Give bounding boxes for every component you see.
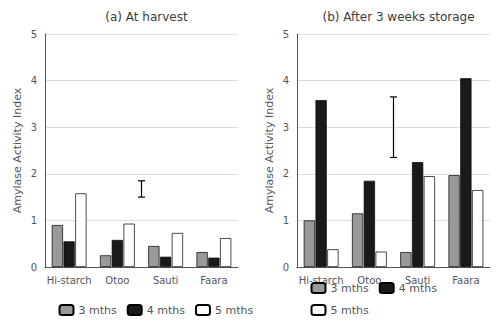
svg-text:0: 0	[31, 262, 37, 273]
svg-text:5: 5	[283, 29, 289, 40]
svg-text:1: 1	[283, 215, 289, 226]
svg-text:Amylase Activity Index: Amylase Activity Index	[11, 87, 24, 213]
svg-text:Hi-starch: Hi-starch	[47, 275, 92, 286]
svg-text:4 mths: 4 mths	[147, 304, 185, 317]
svg-text:Faara: Faara	[452, 275, 479, 286]
svg-text:3: 3	[31, 122, 37, 133]
svg-text:(b) After 3 weeks storage: (b) After 3 weeks storage	[322, 10, 474, 24]
svg-text:2: 2	[31, 168, 37, 179]
svg-text:Faara: Faara	[200, 275, 227, 286]
svg-text:Amylase Activity Index: Amylase Activity Index	[263, 87, 276, 213]
svg-text:4 mths: 4 mths	[399, 282, 437, 295]
svg-text:3: 3	[283, 122, 289, 133]
svg-text:Sauti: Sauti	[404, 274, 431, 286]
svg-text:Otoo: Otoo	[357, 274, 382, 286]
svg-text:Hi-starch: Hi-starch	[298, 274, 344, 286]
svg-text:5 mths: 5 mths	[331, 304, 369, 317]
svg-text:Sauti: Sauti	[153, 275, 179, 286]
svg-text:1: 1	[31, 215, 37, 226]
svg-text:3 mths: 3 mths	[79, 304, 117, 317]
svg-text:5 mths: 5 mths	[215, 304, 253, 317]
svg-text:2: 2	[283, 168, 289, 179]
svg-text:0: 0	[283, 262, 289, 273]
svg-text:(a) At harvest: (a) At harvest	[105, 10, 188, 24]
svg-text:3 mths: 3 mths	[331, 282, 369, 295]
svg-text:Otoo: Otoo	[105, 275, 129, 286]
svg-text:5: 5	[31, 29, 37, 40]
svg-text:4: 4	[31, 75, 37, 86]
svg-text:4: 4	[283, 75, 289, 86]
